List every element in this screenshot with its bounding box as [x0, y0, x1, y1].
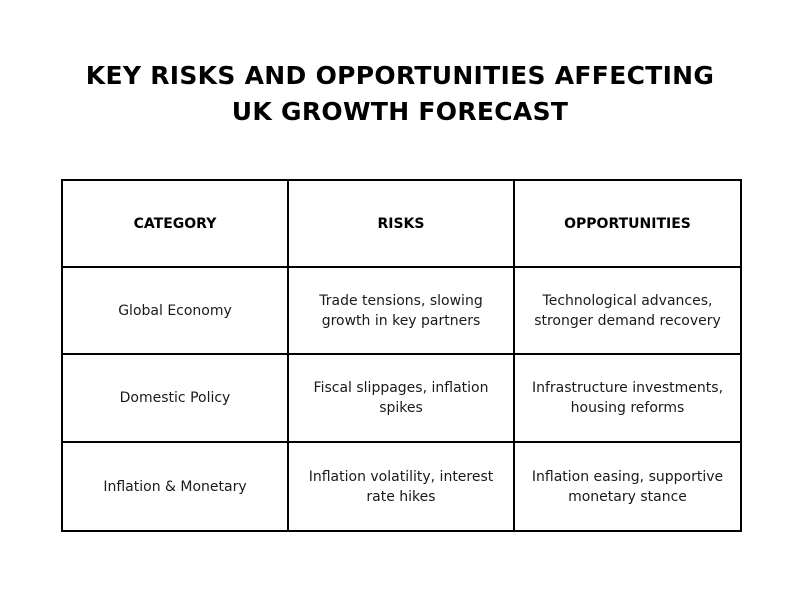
- cell-opportunities: Infrastructure investments, housing refo…: [513, 353, 742, 443]
- page-title: KEY RISKS AND OPPORTUNITIES AFFECTING UK…: [0, 58, 800, 130]
- header-risks: RISKS: [287, 179, 515, 268]
- title-line-1: KEY RISKS AND OPPORTUNITIES AFFECTING: [85, 61, 715, 90]
- table-row: Domestic Policy Fiscal slippages, inflat…: [61, 353, 742, 443]
- table-row: Inflation & Monetary Inflation volatilit…: [61, 441, 742, 532]
- cell-category: Inflation & Monetary: [61, 441, 289, 532]
- cell-risks: Inflation volatility, interest rate hike…: [287, 441, 515, 532]
- table-row: Global Economy Trade tensions, slowing g…: [61, 266, 742, 355]
- title-line-2: UK GROWTH FORECAST: [231, 97, 569, 126]
- cell-opportunities: Technological advances, stronger demand …: [513, 266, 742, 355]
- cell-risks: Trade tensions, slowing growth in key pa…: [287, 266, 515, 355]
- header-opportunities: OPPORTUNITIES: [513, 179, 742, 268]
- risks-opportunities-table: CATEGORY RISKS OPPORTUNITIES Global Econ…: [61, 179, 742, 532]
- header-category: CATEGORY: [61, 179, 289, 268]
- table-header-row: CATEGORY RISKS OPPORTUNITIES: [61, 179, 742, 268]
- cell-risks: Fiscal slippages, inflation spikes: [287, 353, 515, 443]
- cell-category: Domestic Policy: [61, 353, 289, 443]
- cell-category: Global Economy: [61, 266, 289, 355]
- cell-opportunities: Inflation easing, supportive monetary st…: [513, 441, 742, 532]
